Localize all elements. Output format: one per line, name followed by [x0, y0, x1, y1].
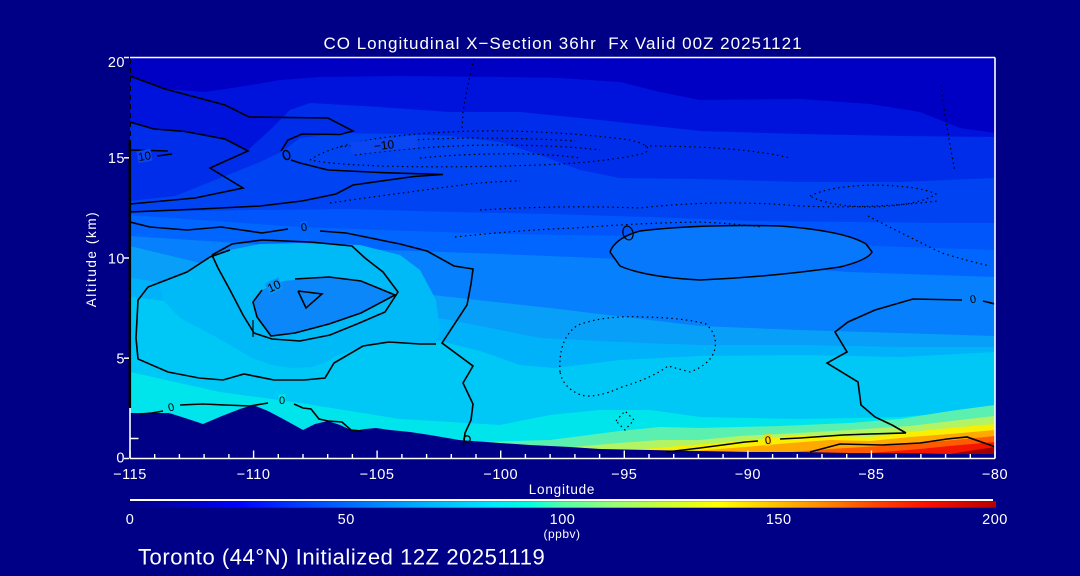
svg-text:−105: −105 [360, 467, 395, 483]
svg-text:0: 0 [116, 451, 125, 467]
svg-text:0: 0 [300, 222, 308, 235]
svg-text:10: 10 [137, 150, 152, 164]
svg-text:150: 150 [766, 512, 792, 528]
svg-text:100: 100 [550, 512, 576, 528]
svg-text:50: 50 [338, 512, 355, 528]
svg-text:−95: −95 [611, 467, 637, 483]
svg-text:(ppbv): (ppbv) [543, 527, 580, 541]
svg-text:0: 0 [126, 512, 135, 528]
svg-text:0: 0 [969, 294, 977, 307]
svg-text:0: 0 [167, 401, 176, 414]
svg-text:15: 15 [108, 151, 125, 167]
svg-text:20: 20 [108, 55, 125, 71]
svg-text:−110: −110 [237, 467, 271, 483]
svg-text:−100: −100 [483, 467, 518, 483]
svg-text:10: 10 [265, 277, 283, 295]
svg-text:−80: −80 [982, 467, 1008, 483]
svg-text:Longitude: Longitude [529, 482, 596, 497]
svg-text:0: 0 [764, 435, 772, 448]
svg-text:Altitude (km): Altitude (km) [84, 211, 99, 308]
svg-text:−90: −90 [735, 467, 761, 483]
svg-text:10: 10 [108, 252, 125, 268]
svg-text:CO Longitudinal X−Section 36hr: CO Longitudinal X−Section 36hr Fx Valid … [323, 34, 802, 53]
svg-text:−10: −10 [373, 137, 395, 153]
svg-text:−85: −85 [858, 467, 884, 483]
svg-text:−115: −115 [113, 467, 147, 483]
svg-text:200: 200 [982, 512, 1008, 528]
svg-text:5: 5 [116, 352, 125, 368]
svg-text:Toronto (44°N) Initialized 12Z: Toronto (44°N) Initialized 12Z 20251119 [138, 545, 545, 570]
svg-text:0: 0 [279, 395, 285, 407]
